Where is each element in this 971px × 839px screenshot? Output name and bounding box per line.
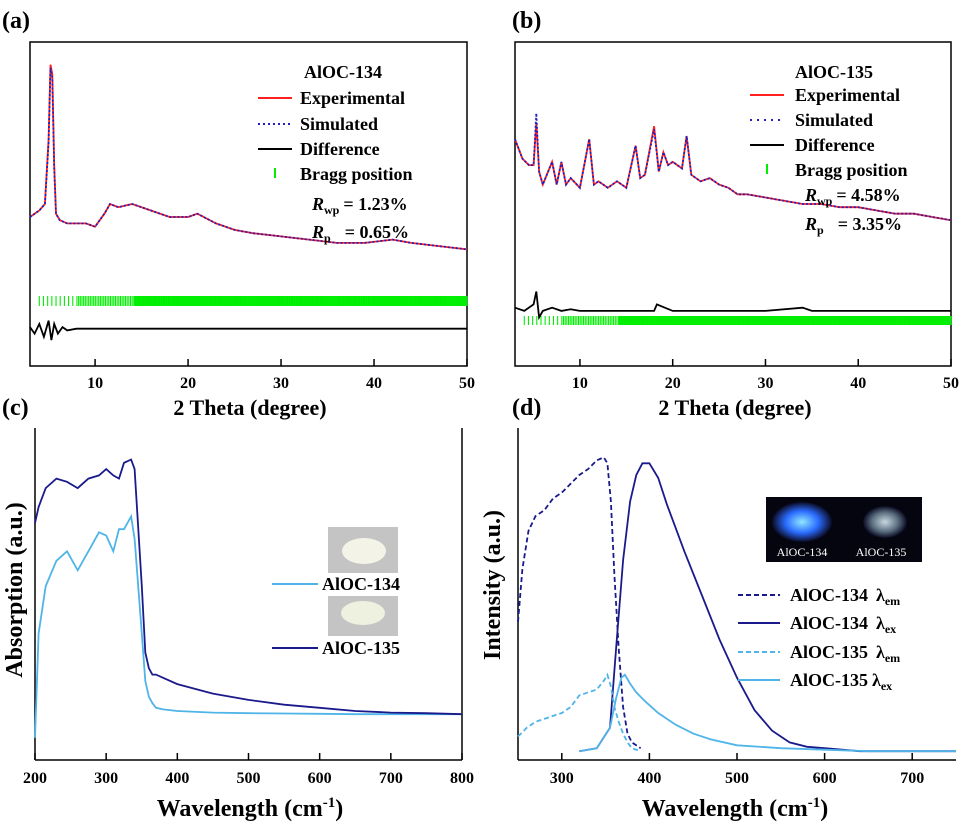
panel-b-rp: Rp = 3.35% [804,214,902,237]
series-line-simulated [29,67,468,251]
x-tick-label: 10 [87,375,103,392]
panel-b-legend: Experimental Simulated Difference Bragg … [750,85,908,237]
panel-a: (a) 10 20 30 40 50 2 Theta (degree) AlOC-134… [2,8,475,420]
series-line-aloc-135-em [517,672,641,753]
photo-label-alo134: AlOC-134 [777,545,828,559]
x-tick-label: 700 [379,770,403,787]
panel-d-xlabel: Wavelength (cm-1) [642,795,828,822]
legend-label-alo134-ex: AlOC-134 λex [790,613,896,636]
panel-b-xlabel: 2 Theta (degree) [658,395,811,420]
legend-label-bragg: Bragg position [300,164,413,184]
x-tick-label: 40 [850,375,866,392]
panel-a-tag: (a) [2,8,30,34]
x-tick-label: 200 [23,770,47,787]
legend-label-simulated: Simulated [300,114,378,134]
panel-d-tag: (d) [512,395,541,421]
x-tick-label: 400 [637,770,661,787]
x-tick-label: 20 [665,375,681,392]
series-line-aloc-134-em [517,456,642,749]
series-line-experimental [514,122,952,222]
x-tick-label: 30 [757,375,773,392]
legend-label-alo135: AlOC-135 [322,638,400,658]
panel-a-bragg-ticks [38,296,468,306]
x-tick-label: 50 [459,375,475,392]
panel-a-legend: Experimental Simulated Difference Bragg … [258,88,413,245]
x-tick-label: 10 [572,375,588,392]
x-tick-label: 300 [550,770,574,787]
panel-d-luminescence-photo: AlOC-134 AlOC-135 [766,497,922,562]
x-tick-label: 400 [165,770,189,787]
x-tick-label: 20 [180,375,196,392]
panel-b-legend-title: AlOC-135 [795,62,873,82]
x-tick-label: 600 [813,770,837,787]
panel-c-ylabel: Absorption (a.u.) [2,502,28,677]
panel-b-tag: (b) [512,8,541,34]
panel-b-frame [514,41,952,367]
x-tick-label: 800 [450,770,474,787]
x-tick-label: 500 [237,770,261,787]
series-line-aloc-135-ex [579,673,956,753]
legend-label-alo135-ex: AlOC-135 λex [790,670,892,693]
legend-label-alo134: AlOC-134 [322,574,400,594]
panel-c-sample-photo-alo134 [328,527,398,573]
series-line-aloc-135 [34,458,463,716]
legend-label-alo135-em: AlOC-135 λem [790,642,900,665]
panel-b-rwp: Rwp = 4.58% [804,185,901,208]
panel-c: (c) 200 300 400 500 600 700 800 Wavelength (cm… [2,395,474,822]
x-tick-label: 40 [366,375,382,392]
x-tick-label: 500 [725,770,749,787]
panel-c-tag: (c) [2,395,29,421]
panel-a-frame [29,41,468,367]
legend-label-alo134-em: AlOC-134 λem [790,585,900,608]
panel-c-xlabel: Wavelength (cm-1) [157,795,343,822]
panel-d: (d) 300 400 500 600 700 Wavelength (cm-1) In… [480,395,956,822]
x-tick-label: 600 [308,770,332,787]
panel-c-legend: AlOC-134 AlOC-135 [272,574,400,658]
panel-d-legend: AlOC-134 λem AlOC-134 λex AlOC-135 λem AlOC… [738,585,900,693]
series-line-difference [514,291,951,321]
panel-a-legend-title: AlOC-134 [304,62,382,82]
panel-b-bragg-ticks [523,316,952,325]
panel-a-rwp: Rwp = 1.23% [311,194,408,217]
photo-label-alo135: AlOC-135 [856,545,907,559]
panel-a-xlabel: 2 Theta (degree) [173,395,326,420]
legend-label-difference: Difference [795,135,875,155]
panel-c-sample-photo-alo135 [328,596,398,636]
legend-label-difference: Difference [300,139,380,159]
legend-label-bragg: Bragg position [795,160,908,180]
x-tick-label: 300 [94,770,118,787]
x-tick-label: 700 [900,770,924,787]
panel-b: (b) 10 20 30 40 50 2 Theta (degree) AlOC-135… [512,8,959,420]
x-tick-label: 30 [273,375,289,392]
panel-d-ylabel: Intensity (a.u.) [480,510,506,660]
legend-label-experimental: Experimental [300,88,405,108]
legend-label-experimental: Experimental [795,85,900,105]
series-line-aloc-134-ex [579,462,956,753]
series-line-aloc-134 [34,513,462,738]
legend-label-simulated: Simulated [795,110,873,130]
series-line-difference [29,320,467,341]
x-tick-label: 50 [943,375,959,392]
panel-a-rp: Rp = 0.65% [311,222,409,245]
